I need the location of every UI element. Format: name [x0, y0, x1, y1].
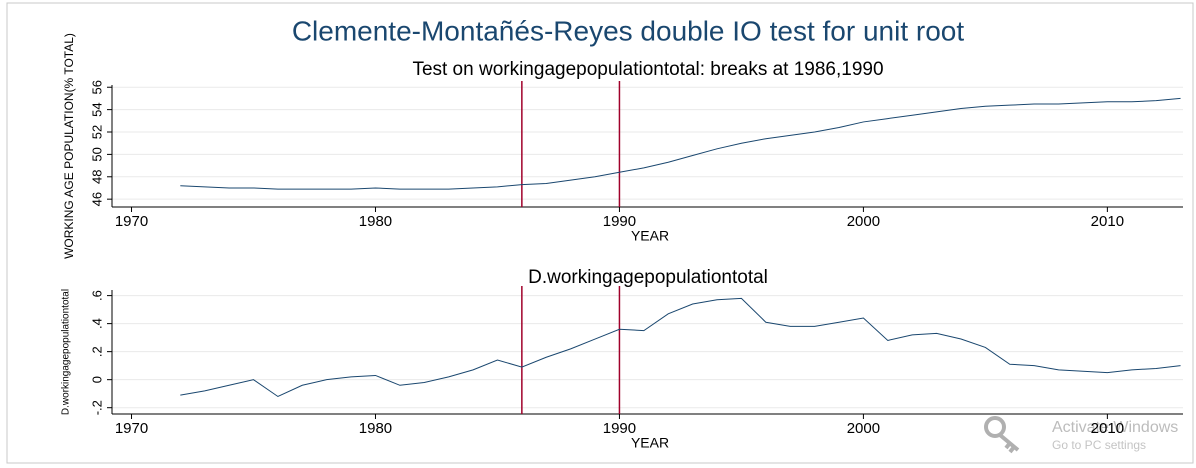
x-tick-label: 2010 [1091, 420, 1124, 437]
y-tick-label: .6 [89, 290, 104, 301]
x-tick-label: 2000 [847, 213, 880, 230]
y-tick-label: 54 [89, 102, 104, 116]
y-axis-title: D.workingagepopulationtotal [61, 289, 72, 415]
watermark: Activate Windows Go to PC settings [984, 416, 1178, 454]
x-tick-label: 2010 [1091, 213, 1124, 230]
x-axis-title: YEAR [631, 228, 669, 244]
x-tick-label: 1970 [115, 213, 148, 230]
x-tick-label: 2000 [847, 420, 880, 437]
chart-title: Test on workingagepopulationtotal: break… [412, 59, 883, 80]
y-tick-label: 0 [89, 376, 104, 383]
y-tick-label: 46 [89, 192, 104, 206]
y-tick-label: 52 [89, 125, 104, 139]
y-tick-label: 50 [89, 147, 104, 161]
x-tick-label: 1980 [359, 213, 392, 230]
chart-title: D.workingagepopulationtotal [528, 267, 768, 288]
x-tick-label: 1990 [603, 420, 636, 437]
x-tick-label: 1990 [603, 213, 636, 230]
data-line [180, 97, 1181, 190]
y-axis-title: WORKING AGE POPULATION(% TOTAL) [62, 33, 76, 259]
x-tick-label: 1980 [359, 420, 392, 437]
x-tick-label: 1970 [115, 420, 148, 437]
data-line [180, 297, 1181, 398]
watermark-text: Go to PC settings [1052, 438, 1146, 452]
y-tick-label: .4 [89, 318, 104, 329]
main-title: Clemente-Montañés-Reyes double IO test f… [292, 15, 965, 46]
y-tick-label: 56 [89, 80, 104, 94]
y-tick-label: .2 [89, 346, 104, 357]
y-tick-label: -.2 [89, 400, 104, 415]
watermark-text: Activate Windows [1052, 419, 1178, 436]
y-tick-label: 48 [89, 170, 104, 184]
key-icon [984, 416, 1006, 438]
x-axis-title: YEAR [631, 435, 669, 451]
key-icon [998, 433, 1020, 454]
